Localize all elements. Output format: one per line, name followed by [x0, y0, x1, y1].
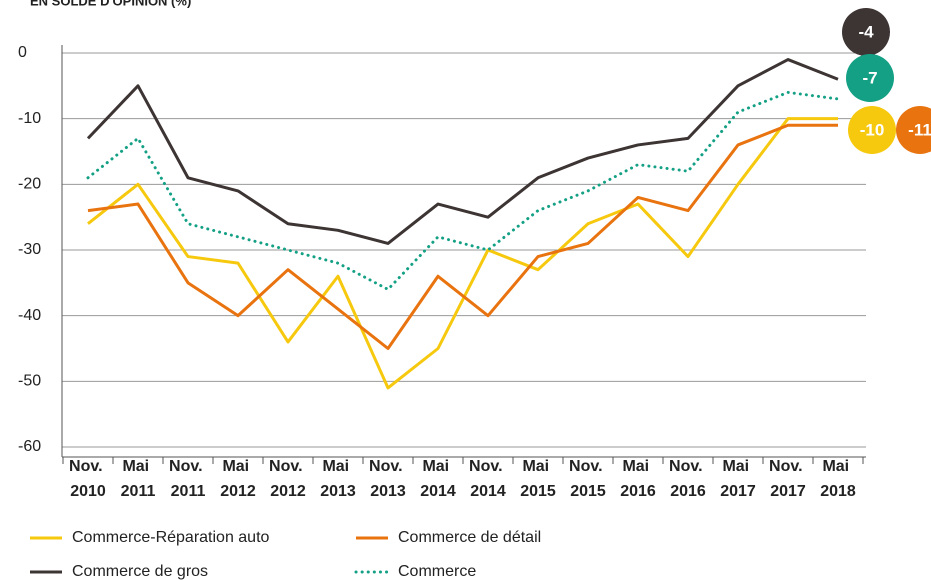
x-tick-label: Nov. 2010 [69, 458, 107, 500]
x-tick-label: Nov. 2015 [569, 458, 607, 500]
end-badge [896, 106, 931, 154]
x-tick-label: Nov. 2012 [269, 458, 307, 500]
y-tick-label: -20 [18, 176, 41, 193]
legend-label: Commerce de détail [398, 529, 541, 546]
legend-label: Commerce-Réparation auto [72, 529, 270, 546]
x-tick-label: Mai 2016 [620, 458, 656, 500]
series-line [86, 90, 840, 291]
x-tick-label: Mai 2012 [220, 458, 256, 500]
series-line [87, 123, 838, 350]
end-badge [848, 106, 896, 154]
chart-title: EN SOLDE D'OPINION (%) [30, 0, 191, 8]
legend-label: Commerce [398, 563, 476, 580]
end-label: -11 [908, 120, 931, 139]
y-tick-label: -40 [18, 307, 41, 324]
x-tick-label: Mai 2011 [121, 458, 156, 500]
y-tick-label: 0 [18, 44, 27, 61]
y-tick-label: -60 [18, 438, 41, 455]
x-tick-label: Nov. 2011 [169, 458, 207, 500]
end-label: -4 [858, 22, 874, 41]
x-tick-label: Mai 2018 [820, 458, 856, 500]
y-tick-label: -50 [18, 373, 41, 390]
y-tick-label: -10 [18, 110, 41, 127]
end-label: -10 [860, 120, 885, 139]
x-tick-label: Mai 2013 [320, 458, 356, 500]
end-label: -7 [862, 68, 877, 87]
x-tick-label: Mai 2017 [720, 458, 756, 500]
x-tick-label: Nov. 2013 [369, 458, 407, 500]
x-tick-label: Mai 2014 [420, 458, 456, 500]
x-tick-label: Mai 2015 [520, 458, 556, 500]
x-tick-label: Nov. 2016 [669, 458, 707, 500]
end-badge [842, 8, 890, 56]
series-line [86, 58, 839, 245]
series-line [87, 117, 838, 390]
end-badge [846, 54, 894, 102]
x-tick-label: Nov. 2017 [769, 458, 807, 500]
legend-label: Commerce de gros [72, 563, 208, 580]
y-tick-label: -30 [18, 241, 41, 258]
x-tick-label: Nov. 2014 [469, 458, 507, 500]
